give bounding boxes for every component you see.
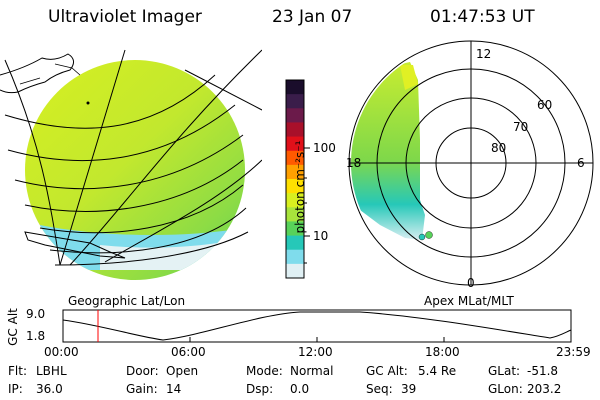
gcalt-label: GC Alt: xyxy=(366,364,408,378)
glon-label: GLon: xyxy=(488,382,523,396)
geographic-map xyxy=(0,49,262,280)
mlat-label-60: 60 xyxy=(537,98,553,112)
x-tick-1800: 18:00 xyxy=(425,345,460,359)
seq-value: 39 xyxy=(401,382,417,396)
x-tick-0600: 06:00 xyxy=(171,345,206,359)
colorbar-tick-100: 100 xyxy=(313,141,336,155)
altitude-ymax: 9.0 xyxy=(26,307,46,321)
dsp-label: Dsp: xyxy=(246,382,274,396)
glon-value: 203.2 xyxy=(527,382,562,396)
altitude-ymin: 1.8 xyxy=(26,329,46,343)
mlat-label-70: 70 xyxy=(513,120,529,134)
colorbar-tick-10: 10 xyxy=(313,229,329,243)
ip-label: IP: xyxy=(8,382,23,396)
polar-plot xyxy=(348,40,594,286)
colorbar-segment xyxy=(286,207,304,222)
colorbar-segment xyxy=(286,94,304,109)
filter-label: Flt: xyxy=(8,364,27,378)
colorbar-segment xyxy=(286,122,304,138)
colorbar-unit-label: photon cm⁻²s⁻¹ xyxy=(293,140,307,234)
colorbar-border xyxy=(285,79,305,279)
mlt-label-12: 12 xyxy=(476,47,492,61)
ip-value: 36.0 xyxy=(36,382,63,396)
coastline-antarctic xyxy=(24,231,126,259)
door-label: Door: xyxy=(126,364,159,378)
x-tick-2359: 23:59 xyxy=(556,345,591,359)
colorbar-segment xyxy=(286,235,304,251)
seq-label: Seq: xyxy=(366,382,393,396)
colorbar-segment xyxy=(286,193,304,208)
mlt-label-18: 18 xyxy=(346,156,362,170)
color-bar xyxy=(285,79,305,279)
dsp-value: 0.0 xyxy=(290,382,310,396)
x-tick-1200: 12:00 xyxy=(298,345,333,359)
mlt-label-6: 6 xyxy=(577,156,585,170)
colorbar-segment xyxy=(286,108,304,123)
right-map-caption: Apex MLat/MLT xyxy=(424,294,514,308)
graticule xyxy=(4,49,262,266)
colorbar-segment xyxy=(286,164,304,180)
colorbar-segment xyxy=(286,221,304,237)
mode-label: Mode: xyxy=(246,364,283,378)
x-tick-0000: 00:00 xyxy=(44,345,79,359)
date-label: 23 Jan 07 xyxy=(272,7,353,27)
uv-disk xyxy=(25,60,245,280)
mlat-label-80: 80 xyxy=(491,141,507,155)
altitude-plot xyxy=(62,309,572,343)
colorbar-segment xyxy=(286,150,304,166)
gain-label: Gain: xyxy=(126,382,158,396)
gain-value: 14 xyxy=(166,382,182,396)
altitude-curve xyxy=(62,311,572,341)
altitude-ylabel: GC Alt xyxy=(5,308,20,346)
glat-value: -51.8 xyxy=(527,364,559,378)
colorbar-ticks xyxy=(304,147,310,264)
filter-value: LBHL xyxy=(36,364,67,378)
colorbar-segment xyxy=(286,263,304,279)
time-label: 01:47:53 UT xyxy=(430,7,535,27)
mlt-label-0: 0 xyxy=(467,276,475,290)
door-value: Open xyxy=(166,364,199,378)
colorbar-segment xyxy=(286,179,304,194)
colorbar-segment xyxy=(286,136,304,152)
instrument-title: Ultraviolet Imager xyxy=(48,7,202,27)
left-map-caption: Geographic Lat/Lon xyxy=(68,294,186,308)
colorbar-segment xyxy=(286,249,304,265)
polar-grid xyxy=(348,40,594,286)
mode-value: Normal xyxy=(290,364,334,378)
gcalt-value: 5.4 Re xyxy=(418,364,457,378)
colorbar-segment xyxy=(286,80,304,95)
glat-label: GLat: xyxy=(488,364,521,378)
